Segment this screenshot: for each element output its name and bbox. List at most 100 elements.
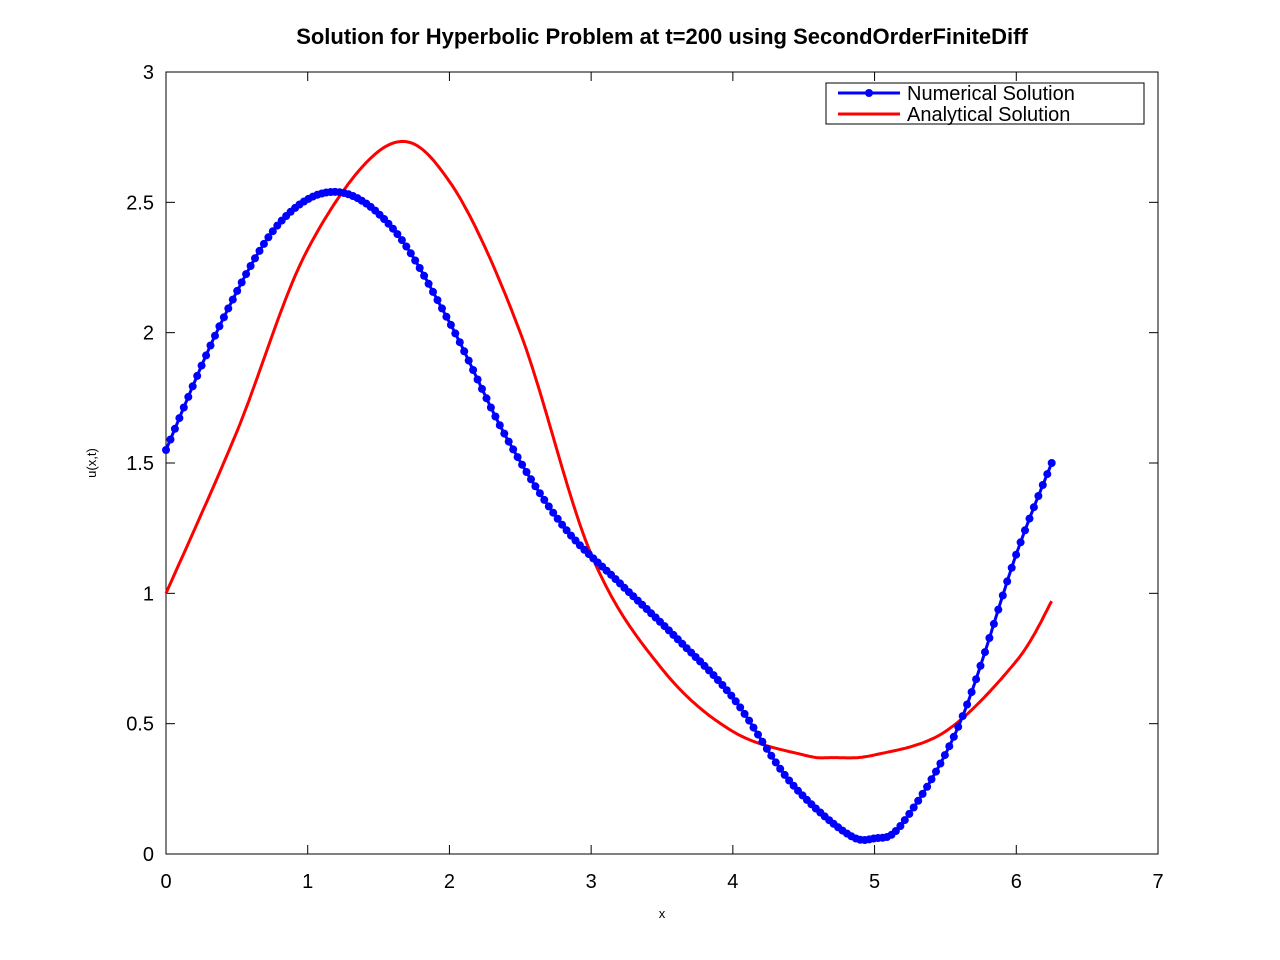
numerical-point — [402, 242, 411, 251]
y-axis-label: u(x,t) — [84, 448, 99, 478]
x-axis-label: x — [659, 906, 666, 921]
numerical-point — [486, 403, 495, 412]
y-tick-label: 0 — [143, 844, 154, 866]
numerical-point — [927, 775, 936, 784]
numerical-point — [264, 233, 273, 242]
numerical-point — [967, 688, 976, 697]
numerical-point — [429, 287, 437, 296]
numerical-point — [740, 709, 749, 718]
numerical-point — [749, 723, 758, 732]
numerical-point — [469, 366, 478, 374]
numerical-point — [166, 435, 175, 444]
numerical-point — [998, 591, 1007, 600]
numerical-point — [940, 751, 949, 760]
numerical-point — [1047, 459, 1056, 467]
numerical-point — [242, 270, 251, 279]
numerical-point — [736, 703, 745, 712]
legend-analytical-label: Analytical Solution — [907, 104, 1070, 126]
numerical-point — [945, 742, 954, 751]
numerical-point — [914, 796, 923, 805]
numerical-point — [482, 394, 491, 403]
numerical-point — [420, 271, 429, 280]
numerical-point — [1029, 503, 1038, 512]
x-axis-ticks: 0 1 2 3 4 5 6 7 — [160, 72, 1164, 893]
numerical-point — [936, 759, 945, 768]
numerical-point — [531, 482, 540, 491]
numerical-point — [184, 392, 193, 401]
numerical-point — [522, 468, 531, 476]
numerical-point — [473, 375, 482, 384]
numerical-point — [389, 224, 397, 233]
numerical-point — [219, 313, 228, 322]
numerical-point — [896, 822, 905, 830]
numerical-point — [1034, 492, 1043, 500]
numerical-point — [251, 254, 259, 263]
numerical-point — [411, 256, 420, 265]
numerical-point — [771, 758, 780, 767]
numerical-point — [745, 716, 754, 725]
numerical-point — [170, 424, 179, 433]
numerical-point — [949, 732, 958, 741]
numerical-point — [905, 809, 914, 818]
numerical-point — [540, 495, 549, 504]
series-layer — [162, 139, 1056, 844]
numerical-point — [179, 403, 188, 412]
numerical-point — [442, 312, 451, 321]
numerical-point — [900, 816, 909, 825]
numerical-point — [246, 262, 255, 270]
chart-title: Solution for Hyperbolic Problem at t=200… — [296, 24, 1028, 49]
numerical-point — [188, 382, 197, 391]
numerical-point — [491, 412, 500, 421]
numerical-point — [495, 421, 504, 430]
numerical-point — [549, 508, 558, 517]
numerical-point — [1012, 550, 1021, 559]
numerical-point — [500, 429, 509, 438]
numerical-point — [504, 437, 513, 446]
numerical-point — [228, 295, 237, 304]
numerical-point — [562, 526, 571, 535]
numerical-point — [1038, 481, 1047, 489]
x-tick-label: 4 — [727, 871, 738, 893]
numerical-point — [754, 730, 762, 739]
legend-numerical-marker — [865, 89, 873, 97]
numerical-point — [433, 296, 442, 305]
numerical-point — [513, 453, 522, 462]
numerical-point — [424, 279, 433, 288]
numerical-point — [415, 264, 424, 272]
numerical-point — [535, 489, 544, 498]
y-tick-label: 2 — [143, 323, 154, 345]
numerical-point — [785, 776, 794, 785]
numerical-point — [909, 803, 918, 812]
numerical-point — [259, 239, 268, 248]
numerical-point — [767, 751, 776, 760]
numerical-point — [446, 320, 455, 329]
numerical-point — [958, 712, 967, 721]
numerical-point — [722, 686, 731, 695]
series-analytical-solution-line — [164, 139, 1053, 760]
numerical-point — [268, 227, 277, 236]
numerical-point — [202, 351, 211, 360]
legend-box — [825, 82, 1145, 125]
numerical-point — [527, 475, 535, 484]
numerical-point — [972, 675, 981, 684]
y-axis-ticks: 0 0.5 1 1.5 2 2.5 3 — [126, 62, 1158, 866]
numerical-point — [954, 722, 963, 731]
numerical-point — [455, 338, 464, 347]
numerical-point — [1007, 563, 1016, 572]
numerical-point — [438, 304, 446, 313]
numerical-point — [553, 514, 562, 523]
numerical-point — [1043, 470, 1052, 479]
y-tick-label: 0.5 — [126, 714, 154, 736]
numerical-point — [558, 520, 567, 529]
plot-area — [165, 71, 1159, 855]
numerical-point — [193, 371, 202, 380]
numerical-point — [1025, 514, 1034, 523]
numerical-point — [397, 236, 406, 245]
numerical-point — [918, 789, 927, 798]
legend: Numerical Solution Analytical Solution — [825, 82, 1145, 126]
numerical-point — [1003, 577, 1012, 586]
y-tick-label: 3 — [143, 62, 154, 84]
numerical-point — [509, 445, 518, 454]
numerical-point — [518, 460, 527, 469]
